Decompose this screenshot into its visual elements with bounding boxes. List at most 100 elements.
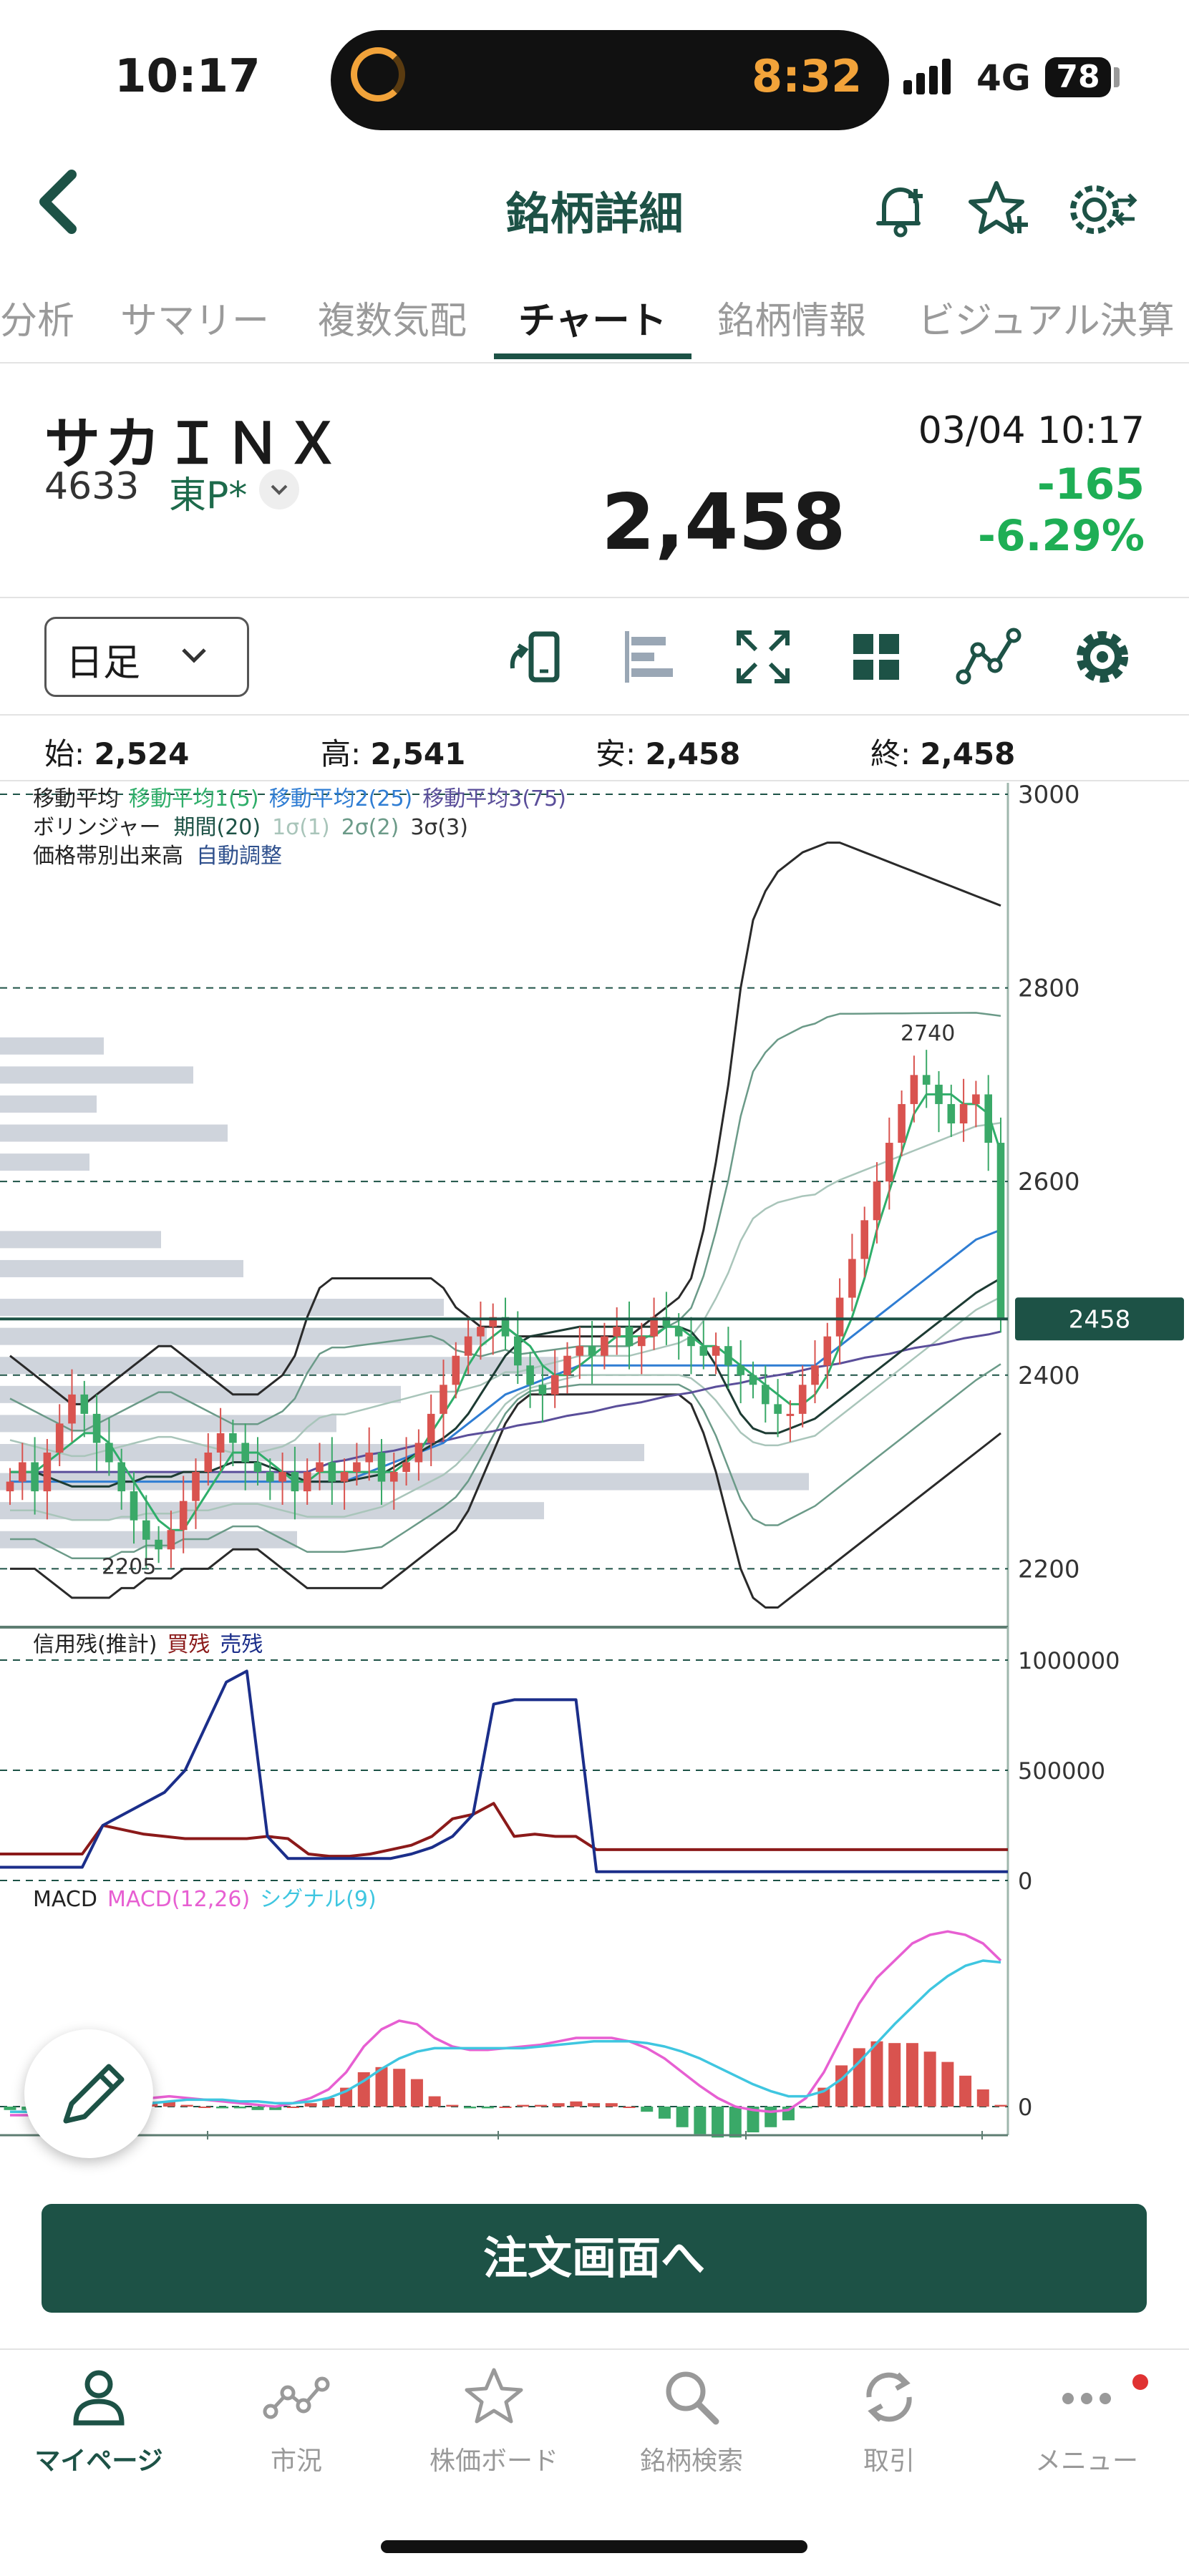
macd-line (10, 1930, 1002, 2117)
ma3-legend: 移動平均3(75) (422, 786, 566, 811)
nav-trade[interactable]: 取引 (790, 2361, 988, 2477)
macd-histogram-bar (641, 2107, 654, 2112)
macd-histogram-bar (162, 2101, 175, 2107)
candle-body (477, 1327, 485, 1337)
macd-histogram-bar (747, 2107, 759, 2132)
tab-underline (494, 353, 691, 359)
margin-buy-legend: 買残 (167, 1632, 210, 1657)
candle-body (601, 1336, 608, 1356)
candle-body (31, 1462, 39, 1492)
favorite-add-icon[interactable] (968, 177, 1032, 245)
page-title: 銘柄詳細 (505, 187, 684, 240)
candle-body (687, 1336, 695, 1347)
alert-add-icon[interactable] (868, 177, 933, 245)
tab-chart[interactable]: チャート (518, 300, 667, 343)
candle-body (972, 1094, 980, 1104)
margin-buy-line (0, 1802, 1008, 1858)
drawing-tool-button[interactable] (24, 2029, 153, 2158)
margin-sell-legend: 売残 (220, 1632, 263, 1657)
volume-profile-bar (0, 1327, 487, 1345)
layout-grid-icon[interactable] (840, 621, 912, 693)
nav-stock-search[interactable]: 銘柄検索 (593, 2361, 790, 2477)
nav-market[interactable]: 市況 (198, 2361, 395, 2477)
macd-histogram-bar (286, 2107, 299, 2108)
tab-stock-info[interactable]: 銘柄情報 (717, 300, 867, 343)
candle-body (563, 1355, 571, 1375)
tab-multi-quotes[interactable]: 複数気配 (318, 300, 467, 343)
macd-histogram-bar (853, 2048, 865, 2107)
rotate-screen-icon[interactable] (501, 621, 573, 693)
candle-body (80, 1394, 89, 1414)
back-button[interactable] (30, 166, 87, 240)
volume-profile-bar (0, 1037, 104, 1055)
candle-body (353, 1462, 361, 1473)
bb-period: 期間(20) (174, 815, 261, 840)
nav-stock-board[interactable]: 株価ボード (395, 2361, 593, 2477)
tab-analysis[interactable]: 分析 (0, 300, 75, 343)
order-button[interactable]: 注文画面へ (42, 2204, 1147, 2313)
gear-icon[interactable] (1067, 621, 1138, 693)
volume-profile-bar (0, 1357, 558, 1375)
bb-2sigma: 2σ(2) (341, 815, 399, 840)
low-value: 2,458 (645, 736, 741, 771)
macd-histogram-bar (712, 2107, 724, 2138)
macd-histogram-bar (994, 2104, 1007, 2107)
candle-body (898, 1103, 906, 1143)
candle-body (835, 1297, 844, 1337)
macd-histogram-bar (835, 2065, 848, 2107)
macd-histogram-bar (428, 2096, 441, 2107)
macd-histogram-bar (393, 2069, 406, 2107)
candle-body (811, 1365, 819, 1385)
candle-body (538, 1385, 547, 1395)
divider (0, 780, 1189, 781)
macd-histogram-bar (322, 2098, 335, 2107)
margin-panel: 1000000 500000 0 (0, 1627, 1120, 1895)
candle-body (848, 1259, 856, 1298)
nav-label: 銘柄検索 (639, 2446, 743, 2476)
candle-body (873, 1181, 881, 1221)
nav-menu[interactable]: メニュー (988, 2361, 1185, 2477)
macd-histogram-bar (517, 2104, 530, 2107)
divider (0, 597, 1189, 598)
close-label: 終: (870, 736, 911, 771)
candle-body (130, 1491, 138, 1521)
tab-summary[interactable]: サマリー (120, 300, 270, 343)
macd-histogram-bar (481, 2107, 494, 2109)
macd-histogram-bar (729, 2107, 742, 2138)
high-value: 2,541 (370, 736, 466, 771)
candle-body (142, 1520, 150, 1540)
search-icon (666, 2371, 719, 2425)
margin-title: 信用残(推計) (33, 1632, 157, 1657)
settings-swap-icon[interactable] (1067, 177, 1139, 245)
indicator-icon[interactable] (953, 621, 1025, 693)
period-select[interactable] (44, 617, 249, 697)
nav-mypage[interactable]: マイページ (0, 2361, 198, 2477)
macd-histogram-bar (410, 2079, 423, 2107)
chevron-down-icon[interactable] (259, 469, 299, 509)
ma3-line (10, 1330, 1001, 1473)
y-tick-label: 3000 (1018, 783, 1080, 809)
macd-histogram-bar (552, 2103, 565, 2107)
period-label: 日足 (66, 642, 141, 685)
stock-chart[interactable]: 3000 2800 2600 2400 2200 2458 2740 2205 1000000… (0, 783, 1189, 2142)
volume-profile-bar (0, 1502, 544, 1520)
candle-body (786, 1413, 795, 1416)
fullscreen-icon[interactable] (727, 621, 799, 693)
current-price: 2,458 (601, 478, 846, 567)
tab-visual-earnings[interactable]: ビジュアル決算 (918, 300, 1175, 343)
candle-body (266, 1472, 274, 1482)
market-selector[interactable]: 東P* (169, 474, 248, 517)
low-annotation: 2205 (102, 1555, 156, 1580)
macd-histogram-bar (800, 2107, 812, 2109)
volume-profile-icon[interactable] (614, 621, 686, 693)
macd-histogram-bar (180, 2104, 193, 2107)
candle-body (613, 1327, 621, 1337)
candle-body (291, 1472, 299, 1492)
candle-body (92, 1413, 101, 1443)
bb-upper-1sigma-line (9, 1122, 1001, 1458)
volume-profile-bar (0, 1415, 336, 1433)
divider (0, 714, 1189, 716)
candle-body (959, 1103, 968, 1123)
